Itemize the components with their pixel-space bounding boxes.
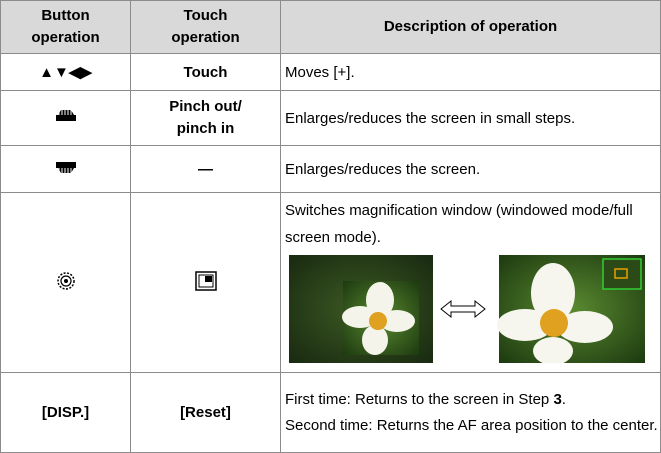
- touch-cell: —: [130, 145, 281, 193]
- description-cell: Moves [+].: [280, 53, 661, 91]
- touch-cell: Pinch out/ pinch in: [169, 98, 242, 137]
- button-cell: ▲▼◀▶: [0, 53, 131, 91]
- front-dial-icon: [55, 110, 76, 121]
- description-cell: Enlarges/reduces the screen in small ste…: [280, 90, 661, 146]
- description-cell: Enlarges/reduces the screen.: [280, 145, 661, 193]
- description-text: .: [561, 390, 566, 408]
- description-text: Second time: Returns the AF area positio…: [285, 416, 658, 434]
- row: Switches magnification window (windowed …: [0, 192, 661, 373]
- description-text: Switches magnification window (windowed …: [285, 202, 633, 246]
- control-dial-icon: [56, 271, 75, 290]
- header-row: Button operation Touch operation Descrip…: [0, 0, 661, 54]
- touch-cell: Touch: [130, 53, 281, 91]
- header-cell: Description of operation: [280, 0, 661, 54]
- header-cell: Button operation: [31, 7, 100, 46]
- row: — Enlarges/reduces the screen.: [0, 145, 661, 193]
- description-text: First time: Returns to the screen in Ste…: [285, 390, 554, 408]
- window-touch-icon: [194, 270, 217, 291]
- row: Pinch out/ pinch in Enlarges/reduces the…: [0, 90, 661, 146]
- row: ▲▼◀▶ Touch Moves [+].: [0, 53, 661, 91]
- header-cell: Touch operation: [171, 7, 240, 46]
- touch-cell: [Reset]: [130, 372, 281, 453]
- magnification-illustration: [289, 255, 645, 365]
- rear-dial-icon: [55, 162, 76, 173]
- step-number: 3: [553, 390, 562, 408]
- row: [DISP.] [Reset] First time: Returns to t…: [0, 372, 661, 453]
- button-cell: [DISP.]: [0, 372, 131, 453]
